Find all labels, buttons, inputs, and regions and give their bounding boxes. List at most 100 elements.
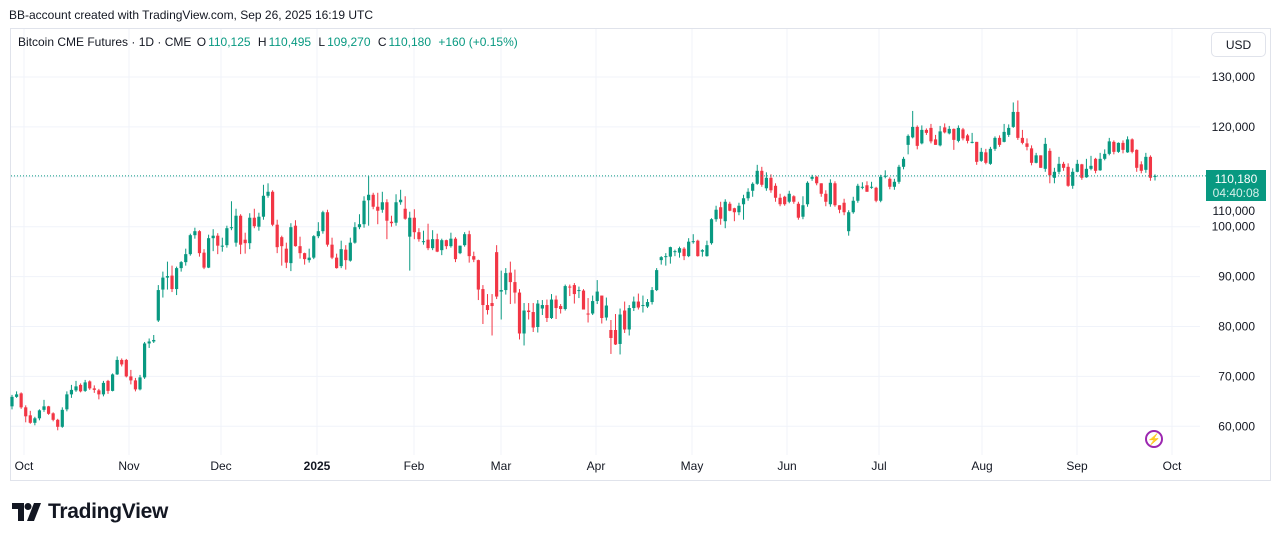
candle-body xyxy=(837,205,842,210)
candle xyxy=(595,280,599,305)
candle-body xyxy=(1107,141,1111,154)
candle-body xyxy=(568,286,572,288)
candle-body xyxy=(353,227,357,243)
candle xyxy=(28,410,32,424)
candle xyxy=(60,407,64,428)
candle-body xyxy=(115,359,119,375)
candle-body xyxy=(248,217,252,244)
candle xyxy=(101,380,106,397)
candle xyxy=(641,295,645,313)
candle xyxy=(362,196,366,228)
candle-body xyxy=(600,295,604,319)
candle xyxy=(156,285,160,323)
candle-body xyxy=(78,384,83,392)
candle xyxy=(815,175,819,186)
candle-body xyxy=(133,380,138,390)
candle-body xyxy=(476,260,480,290)
candle-body xyxy=(197,231,202,254)
price-axis[interactable]: 130,000 120,000 110,000 100,000 90,000 80,000… xyxy=(1212,70,1256,433)
candle xyxy=(1057,156,1061,175)
candle-body xyxy=(74,386,78,391)
y-tick-label: 70,000 xyxy=(1218,369,1255,383)
candle xyxy=(440,238,444,256)
candle xyxy=(353,222,357,244)
candle-body xyxy=(1121,142,1125,150)
candle-body xyxy=(874,187,878,201)
candle xyxy=(458,245,462,255)
candle-body xyxy=(65,394,69,410)
currency-button[interactable]: USD xyxy=(1211,32,1266,57)
candle xyxy=(1075,159,1079,173)
candle-body xyxy=(188,235,192,255)
tradingview-logo-icon xyxy=(12,503,41,521)
candle-body xyxy=(110,374,115,391)
candle-body xyxy=(1116,142,1121,152)
candle-body xyxy=(1057,163,1061,172)
high-value: 110,495 xyxy=(268,35,312,49)
candle-body xyxy=(1048,150,1052,176)
candle xyxy=(760,166,764,187)
candle-body xyxy=(842,202,846,213)
candle xyxy=(453,237,458,263)
candle xyxy=(572,283,576,304)
candle-body xyxy=(220,245,224,247)
candle-body xyxy=(545,305,549,319)
open-value: 110,125 xyxy=(208,35,251,49)
candle xyxy=(732,207,736,222)
candle xyxy=(174,266,179,296)
candle-body xyxy=(380,202,384,210)
candle xyxy=(124,358,128,378)
candle xyxy=(435,233,439,253)
candle xyxy=(623,301,627,333)
candle-body xyxy=(947,128,951,134)
candle-body xyxy=(435,239,439,252)
candle-body xyxy=(527,310,531,313)
time-axis[interactable]: Oct Nov Dec 2025 Feb Mar Apr May Jun Jul Aug Sep Oct xyxy=(15,459,1182,473)
y-tick-label: 90,000 xyxy=(1218,270,1255,284)
candle-body xyxy=(321,212,325,232)
candle xyxy=(1029,145,1034,166)
candle xyxy=(933,134,938,145)
candle-body xyxy=(83,382,87,391)
candle-body xyxy=(106,380,110,391)
candle xyxy=(229,201,234,231)
candle-body xyxy=(746,191,750,199)
candle-body xyxy=(51,413,55,420)
candle xyxy=(280,235,284,266)
candle-body xyxy=(984,152,988,163)
candle xyxy=(312,235,316,260)
candle-body xyxy=(563,286,567,310)
candle xyxy=(549,294,554,320)
candle-body xyxy=(714,209,718,220)
tradingview-logo: TradingView xyxy=(12,500,168,524)
candle xyxy=(1116,142,1121,153)
candle xyxy=(1107,137,1111,156)
candle xyxy=(632,296,636,312)
candle-body xyxy=(659,257,663,261)
candle xyxy=(851,196,855,214)
candle-body xyxy=(559,306,563,310)
candle xyxy=(380,191,384,213)
candle-body xyxy=(339,249,343,267)
candle-body xyxy=(147,341,151,344)
candle-body xyxy=(773,185,778,198)
candle xyxy=(746,188,750,201)
candle-body xyxy=(202,252,206,268)
candle-body xyxy=(14,394,19,397)
candle xyxy=(1153,174,1157,181)
lightning-icon[interactable]: ⚡ xyxy=(1145,430,1163,448)
candle-body xyxy=(1112,141,1116,152)
candle-body xyxy=(1002,131,1006,142)
candle-body xyxy=(929,127,933,142)
candle-body xyxy=(604,305,608,318)
candle-body xyxy=(1029,148,1034,163)
candle-body xyxy=(412,217,416,233)
candle xyxy=(408,211,412,271)
candle-body xyxy=(1025,143,1029,147)
candle-body xyxy=(293,225,298,247)
candle xyxy=(947,125,951,135)
candle xyxy=(938,125,942,147)
candle-body xyxy=(1089,165,1093,169)
candle xyxy=(431,230,435,251)
